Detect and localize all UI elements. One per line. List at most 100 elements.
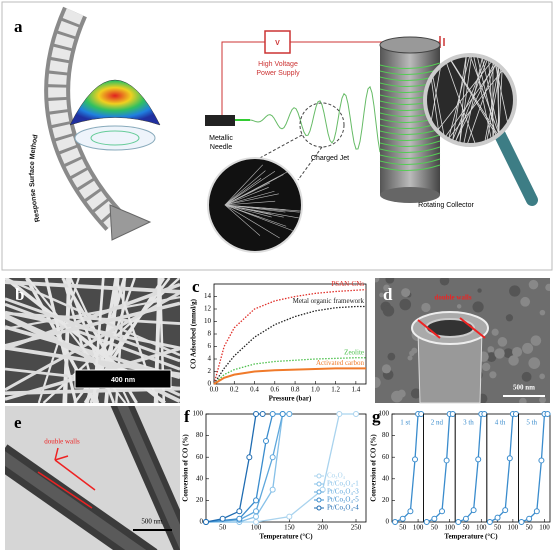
y-tick-label: 12	[204, 305, 212, 313]
series-label: Metal organic framework	[293, 297, 365, 305]
grain	[385, 278, 395, 284]
data-point	[286, 411, 293, 417]
coil-turn	[379, 164, 441, 171]
data-point	[462, 515, 469, 522]
data-point	[399, 515, 406, 522]
fiber	[5, 280, 180, 294]
data-point	[412, 456, 419, 463]
grain	[508, 355, 519, 366]
fiber	[224, 204, 299, 219]
fiber	[487, 55, 495, 145]
power-box	[264, 30, 291, 54]
grain	[375, 376, 381, 388]
annotation: double walls	[434, 294, 471, 302]
data-point	[506, 455, 513, 462]
fiber	[459, 55, 472, 145]
legend-label: Pt/Co₃O₄-3	[327, 488, 359, 496]
scale-label: 400 nm	[111, 377, 135, 384]
panel-d: double walls 500 nm d	[375, 278, 550, 404]
grain	[486, 352, 497, 363]
y-tick-label: 60	[196, 453, 204, 461]
legend-label: Pt/Co₃O₄-4	[327, 504, 359, 512]
fiber	[44, 278, 78, 403]
y-tick-label: 100	[379, 410, 390, 418]
coil-turn	[379, 146, 441, 153]
grain	[545, 283, 550, 292]
fiber	[224, 190, 275, 206]
y-tick-label: 6	[208, 342, 212, 350]
fiber	[469, 55, 504, 145]
series-line	[213, 305, 366, 385]
legend-marker	[316, 473, 322, 479]
series-line	[394, 413, 422, 523]
contour	[90, 130, 140, 146]
needle-label: Needle	[210, 144, 232, 151]
plot-frame	[518, 413, 551, 523]
data-point	[481, 411, 488, 417]
grain	[489, 371, 497, 379]
x-tick-label: 0.8	[291, 386, 300, 394]
grain	[411, 347, 418, 354]
grain	[421, 302, 431, 313]
legend-label: Pt/Co₃O₄-5	[327, 496, 359, 504]
grain	[482, 362, 491, 372]
data-point	[475, 456, 482, 463]
data-point	[526, 515, 533, 522]
data-point	[455, 519, 462, 525]
grain	[520, 296, 531, 307]
grain	[503, 348, 514, 359]
fiber	[224, 204, 261, 236]
series-line	[205, 413, 263, 523]
grain	[399, 298, 412, 311]
x-tick-label: 0.6	[270, 386, 279, 394]
response-surface	[69, 80, 161, 126]
x-tick-label: 50	[462, 524, 470, 532]
tube-inner	[425, 318, 475, 338]
fiber-core	[5, 451, 147, 550]
grain	[530, 335, 542, 346]
jet-label: Charged Jet	[311, 155, 349, 162]
data-point	[269, 411, 276, 417]
x-tick-label: 50	[399, 524, 407, 532]
y-tick-label: 60	[382, 453, 390, 461]
fiber	[5, 301, 180, 348]
series-line	[426, 413, 453, 523]
data-point	[236, 508, 243, 515]
y-tick-label: 40	[196, 474, 204, 482]
fiber	[443, 55, 476, 145]
x-tick-label: 250	[351, 524, 362, 532]
data-point	[203, 519, 209, 525]
fiber	[224, 204, 300, 213]
x-tick-label: 100	[508, 524, 519, 532]
y-tick-label: 0	[200, 518, 204, 526]
x-tick-label: 50	[494, 524, 502, 532]
grain	[439, 278, 450, 286]
fiber	[224, 193, 279, 206]
y-axis-label: Conversion of CO (%)	[370, 434, 378, 502]
grain	[497, 337, 508, 347]
fiber	[224, 171, 276, 206]
fiber	[224, 204, 293, 231]
grain	[382, 304, 395, 317]
legend-marker	[316, 505, 322, 511]
collector-top	[379, 36, 441, 54]
jet-inset	[207, 157, 303, 253]
scale-label: 500 nm	[513, 384, 535, 392]
x-axis-label: Pressure (bar)	[269, 395, 312, 403]
plot-frame	[454, 413, 488, 523]
fiber	[451, 55, 467, 145]
y-axis-label: Conversion of CO (%)	[182, 434, 190, 502]
series-line	[213, 288, 367, 385]
data-point	[219, 515, 226, 522]
data-point	[253, 497, 259, 504]
x-axis-label: Temperature (°C)	[259, 533, 313, 541]
needle-label: Metallic	[209, 135, 233, 142]
grain	[528, 357, 541, 369]
fiber	[446, 55, 471, 145]
data-point	[259, 411, 266, 417]
cycle-label: 4 th	[495, 419, 506, 427]
y-tick-label: 40	[382, 474, 390, 482]
grain	[407, 355, 413, 361]
y-tick-label: 0	[208, 380, 212, 388]
